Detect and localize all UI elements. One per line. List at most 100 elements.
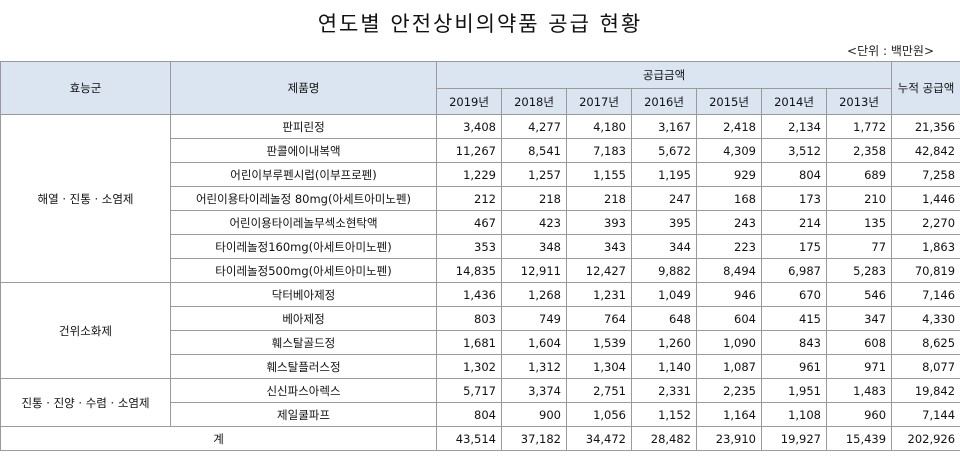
value-cell: 604 (696, 306, 762, 331)
product-cell: 훼스탈골드정 (170, 330, 437, 355)
value-cell: 2,235 (696, 378, 762, 403)
value-cell: 900 (501, 402, 567, 427)
header-year: 2016년 (631, 88, 697, 115)
table-row: 어린이부루펜시럽(이부프로펜) 1,229 1,257 1,155 1,195 929 80… (1, 162, 960, 187)
value-cell: 344 (631, 234, 697, 259)
value-cell: 1,604 (501, 330, 567, 355)
cumulative-cell: 2,270 (891, 210, 960, 235)
value-cell: 8,541 (501, 138, 567, 163)
value-cell: 971 (825, 354, 893, 379)
value-cell: 804 (436, 402, 502, 427)
value-cell: 764 (566, 306, 632, 331)
value-cell: 135 (825, 210, 893, 235)
total-value-cell: 15,439 (825, 426, 893, 451)
value-cell: 1,539 (566, 330, 632, 355)
product-cell: 판콜에이내복액 (170, 138, 437, 163)
value-cell: 749 (501, 306, 567, 331)
header-year: 2019년 (436, 88, 502, 115)
value-cell: 353 (436, 234, 502, 259)
value-cell: 1,140 (631, 354, 697, 379)
value-cell: 5,672 (631, 138, 697, 163)
header-group: 효능군 (0, 61, 171, 115)
total-label: 계 (0, 426, 437, 451)
value-cell: 7,183 (566, 138, 632, 163)
total-value-cell: 34,472 (566, 426, 632, 451)
value-cell: 961 (761, 354, 827, 379)
value-cell: 1,155 (566, 162, 632, 187)
table-row: 진통 · 진양 · 수렴 · 소염제 신신파스아렉스 5,717 3,374 2,751… (0, 378, 960, 427)
cumulative-cell: 70,819 (891, 258, 960, 283)
value-cell: 210 (825, 186, 893, 211)
product-cell: 어린이용타이레놀정 80mg(아세트아미노펜) (170, 186, 437, 211)
value-cell: 3,512 (761, 138, 827, 163)
value-cell: 212 (436, 186, 502, 211)
product-cell: 신신파스아렉스 (170, 378, 437, 403)
value-cell: 648 (631, 306, 697, 331)
value-cell: 1,229 (436, 162, 502, 187)
total-value-cell: 23,910 (696, 426, 762, 451)
header-product: 제품명 (170, 61, 437, 115)
supply-table: 효능군 제품명 공급금액 누적 공급액 2019년 2018년 2017년 2016년… (0, 61, 960, 451)
value-cell: 247 (631, 186, 697, 211)
value-cell: 175 (761, 234, 827, 259)
cumulative-cell: 21,356 (891, 114, 960, 139)
value-cell: 343 (566, 234, 632, 259)
value-cell: 8,494 (696, 258, 762, 283)
value-cell: 843 (761, 330, 827, 355)
value-cell: 1,090 (696, 330, 762, 355)
product-cell: 판피린정 (170, 114, 437, 139)
group-cell: 건위소화제 (0, 282, 171, 379)
header-year: 2018년 (501, 88, 567, 115)
value-cell: 1,195 (631, 162, 697, 187)
value-cell: 1,152 (631, 402, 697, 427)
value-cell: 5,283 (825, 258, 893, 283)
header-year: 2017년 (566, 88, 632, 115)
header-cumulative: 누적 공급액 (891, 61, 960, 115)
value-cell: 803 (436, 306, 502, 331)
total-value-cell: 43,514 (436, 426, 502, 451)
product-cell: 타이레놀정500mg(아세트아미노펜) (170, 258, 437, 283)
value-cell: 946 (696, 282, 762, 307)
product-cell: 타이레놀정160mg(아세트아미노펜) (170, 234, 437, 259)
header-year: 2013년 (825, 88, 893, 115)
value-cell: 3,167 (631, 114, 697, 139)
value-cell: 348 (501, 234, 567, 259)
cumulative-cell: 19,842 (891, 378, 960, 403)
table-row: 훼스탈플러스정 1,302 1,312 1,304 1,140 1,087 961 971 8,… (1, 354, 960, 379)
unit-note: <단위 : 백만원> (847, 44, 934, 58)
value-cell: 1,257 (501, 162, 567, 187)
total-value-cell: 37,182 (501, 426, 567, 451)
value-cell: 546 (825, 282, 893, 307)
value-cell: 1,681 (436, 330, 502, 355)
table-body: 해열 · 진통 · 소염제 판피린정 3,408 4,277 4,180 3,167 2,4… (0, 114, 960, 451)
total-cumulative-cell: 202,926 (891, 426, 960, 451)
value-cell: 608 (825, 330, 893, 355)
value-cell: 1,231 (566, 282, 632, 307)
value-cell: 4,180 (566, 114, 632, 139)
value-cell: 1,164 (696, 402, 762, 427)
value-cell: 12,911 (501, 258, 567, 283)
value-cell: 423 (501, 210, 567, 235)
value-cell: 1,056 (566, 402, 632, 427)
page-title: 연도별 안전상비의약품 공급 현황 (317, 12, 643, 36)
header-year: 2015년 (696, 88, 762, 115)
value-cell: 168 (696, 186, 762, 211)
product-cell: 어린이용타이레놀무섹소현탁액 (170, 210, 437, 235)
value-cell: 2,358 (825, 138, 893, 163)
value-cell: 4,277 (501, 114, 567, 139)
value-cell: 2,134 (761, 114, 827, 139)
value-cell: 1,268 (501, 282, 567, 307)
total-value-cell: 19,927 (761, 426, 827, 451)
product-cell: 닥터베아제정 (170, 282, 437, 307)
header-year: 2014년 (761, 88, 827, 115)
table-header: 효능군 제품명 공급금액 누적 공급액 2019년 2018년 2017년 2016년… (0, 61, 960, 115)
table-row: 훼스탈골드정 1,681 1,604 1,539 1,260 1,090 843 608 8,6… (1, 330, 960, 355)
value-cell: 11,267 (436, 138, 502, 163)
value-cell: 3,408 (436, 114, 502, 139)
table-row: 어린이용타이레놀무섹소현탁액 467 423 393 395 243 214 135 2,270 (1, 210, 960, 235)
table-row: 베아제정 803 749 764 648 604 415 347 4,330 (1, 306, 960, 331)
value-cell: 1,951 (761, 378, 827, 403)
total-row: 계 43,514 37,182 34,472 28,482 23,910 19,927 15,… (0, 426, 960, 451)
value-cell: 77 (825, 234, 893, 259)
value-cell: 1,260 (631, 330, 697, 355)
